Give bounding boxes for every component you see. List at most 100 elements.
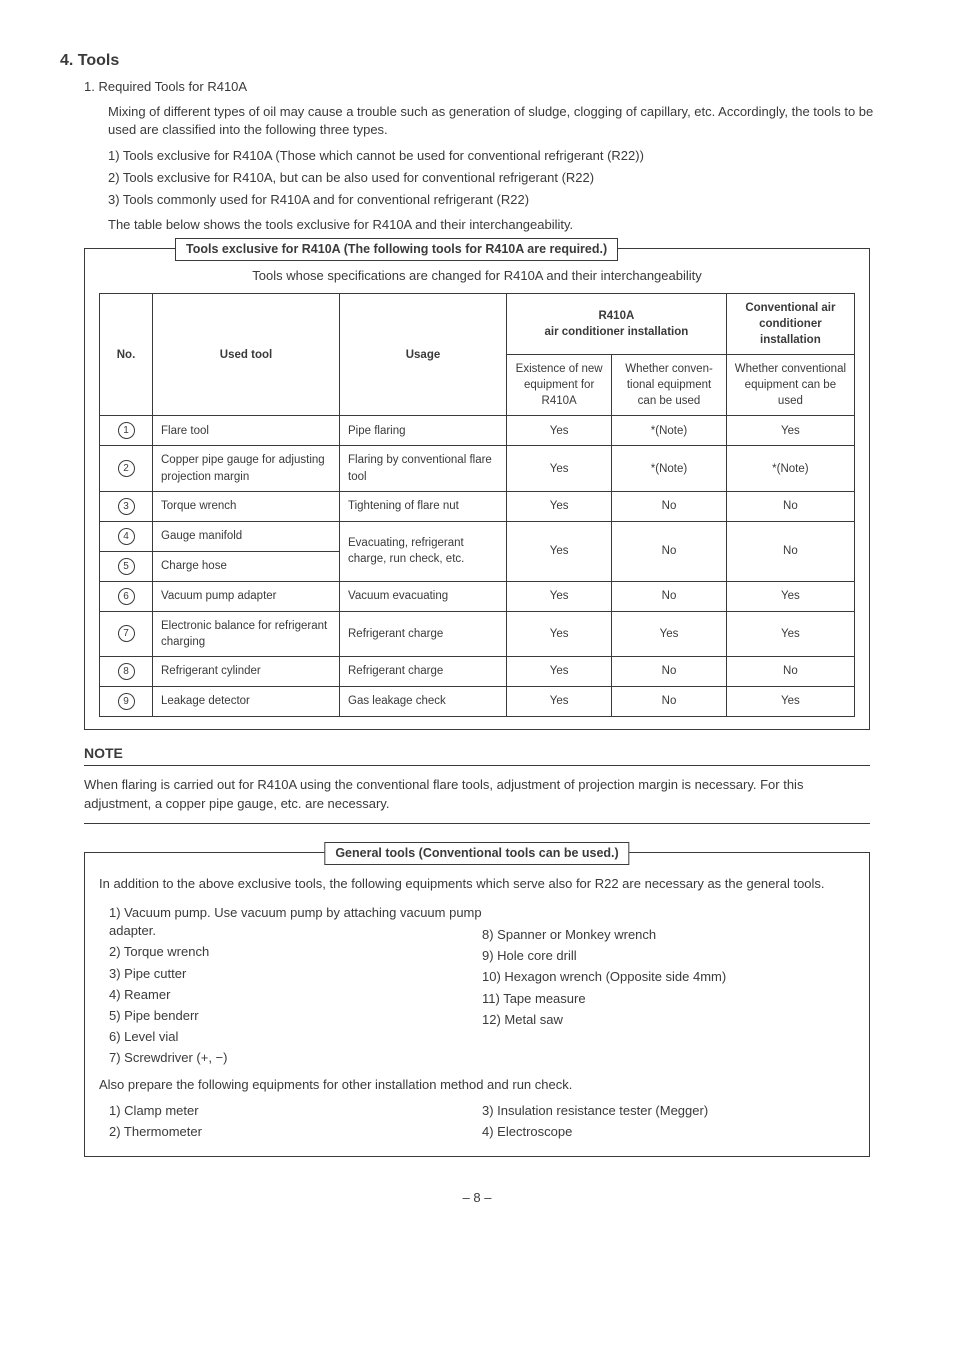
list-item: 4) Reamer (109, 986, 482, 1004)
note-rule-bottom (84, 823, 870, 824)
th-whether-tional: Whether conven-tional equipment can be u… (612, 355, 727, 416)
table-row: 3 Torque wrench Tightening of flare nut … (100, 491, 855, 521)
closing-line: The table below shows the tools exclusiv… (108, 216, 894, 234)
cell-c1: Yes (507, 611, 612, 656)
page-number: – 8 – (60, 1189, 894, 1207)
row-num: 1 (118, 422, 135, 439)
list-item: 7) Screwdriver (+, −) (109, 1049, 482, 1067)
list-item: 12) Metal saw (482, 1011, 855, 1029)
cell-c1: Yes (507, 686, 612, 716)
cell-c3: No (726, 656, 854, 686)
section-heading: 4. Tools (60, 50, 894, 72)
cell-c1: Yes (507, 446, 612, 491)
cell-c3: No (726, 521, 854, 581)
cell-c1: Yes (507, 581, 612, 611)
cell-tool: Flare tool (153, 416, 340, 446)
list-item: 4) Electroscope (482, 1123, 855, 1141)
table-row: 6 Vacuum pump adapter Vacuum evacuating … (100, 581, 855, 611)
row-num: 2 (118, 460, 135, 477)
list-item: 8) Spanner or Monkey wrench (482, 926, 855, 944)
note-rule-top (84, 765, 870, 766)
cell-c2: *(Note) (612, 416, 727, 446)
th-conv-group: Conventional air conditioner installatio… (726, 293, 854, 354)
cell-c3: *(Note) (726, 446, 854, 491)
cell-c1: Yes (507, 521, 612, 581)
list-item: 5) Pipe benderr (109, 1007, 482, 1025)
cell-usage: Gas leakage check (340, 686, 507, 716)
list-item: 1) Clamp meter (109, 1102, 482, 1120)
cell-c2: No (612, 521, 727, 581)
table-row: 1 Flare tool Pipe flaring Yes *(Note) Ye… (100, 416, 855, 446)
cell-c2: No (612, 686, 727, 716)
cell-tool: Gauge manifold (153, 521, 340, 551)
table-row: 4 Gauge manifold Evacuating, refrigerant… (100, 521, 855, 551)
cell-c2: Yes (612, 611, 727, 656)
row-num: 8 (118, 663, 135, 680)
cell-usage: Tightening of flare nut (340, 491, 507, 521)
cell-usage: Refrigerant charge (340, 656, 507, 686)
row-num: 9 (118, 693, 135, 710)
cell-c3: Yes (726, 686, 854, 716)
cell-tool: Leakage detector (153, 686, 340, 716)
row-num: 6 (118, 588, 135, 605)
row-num: 5 (118, 558, 135, 575)
note-text: When flaring is carried out for R410A us… (84, 776, 870, 812)
cell-tool: Copper pipe gauge for adjusting projecti… (153, 446, 340, 491)
cell-usage: Refrigerant charge (340, 611, 507, 656)
cell-c2: No (612, 656, 727, 686)
th-used-tool: Used tool (153, 293, 340, 416)
cell-c1: Yes (507, 416, 612, 446)
th-no: No. (100, 293, 153, 416)
bullet-item: 2) Tools exclusive for R410A, but can be… (108, 169, 894, 187)
cell-c3: Yes (726, 581, 854, 611)
subsection-heading: 1. Required Tools for R410A (84, 78, 894, 96)
row-num: 4 (118, 528, 135, 545)
row-num: 7 (118, 625, 135, 642)
cell-c3: Yes (726, 611, 854, 656)
list-item: 10) Hexagon wrench (Opposite side 4mm) (482, 968, 855, 986)
cell-tool: Torque wrench (153, 491, 340, 521)
list-item: 6) Level vial (109, 1028, 482, 1046)
cell-c1: Yes (507, 491, 612, 521)
cell-tool: Vacuum pump adapter (153, 581, 340, 611)
cell-c3: Yes (726, 416, 854, 446)
cell-c2: *(Note) (612, 446, 727, 491)
bullet-item: 1) Tools exclusive for R410A (Those whic… (108, 147, 894, 165)
cell-c2: No (612, 491, 727, 521)
list-item: 3) Pipe cutter (109, 965, 482, 983)
cell-tool: Refrigerant cylinder (153, 656, 340, 686)
table-row: 7 Electronic balance for refrigerant cha… (100, 611, 855, 656)
general-tools-box: General tools (Conventional tools can be… (84, 852, 870, 1157)
th-usage: Usage (340, 293, 507, 416)
table-row: 9 Leakage detector Gas leakage check Yes… (100, 686, 855, 716)
list-item: 3) Insulation resistance tester (Megger) (482, 1102, 855, 1120)
table-row: 2 Copper pipe gauge for adjusting projec… (100, 446, 855, 491)
bullet-item: 3) Tools commonly used for R410A and for… (108, 191, 894, 209)
list-item: 2) Torque wrench (109, 943, 482, 961)
th-whether-conv: Whether conventional equipment can be us… (726, 355, 854, 416)
list-item: 9) Hole core drill (482, 947, 855, 965)
general-tools-tab: General tools (Conventional tools can be… (324, 842, 629, 866)
note-heading: NOTE (84, 744, 870, 764)
cell-usage: Vacuum evacuating (340, 581, 507, 611)
general-tools-intro: In addition to the above exclusive tools… (99, 875, 855, 893)
cell-tool: Charge hose (153, 551, 340, 581)
also-prepare-line: Also prepare the following equipments fo… (99, 1076, 855, 1094)
cell-tool: Electronic balance for refrigerant charg… (153, 611, 340, 656)
tools-exclusive-box: Tools exclusive for R410A (The following… (84, 248, 870, 730)
cell-c1: Yes (507, 656, 612, 686)
tools-exclusive-tab: Tools exclusive for R410A (The following… (175, 238, 618, 262)
th-existence: Existence of new equipment for R410A (507, 355, 612, 416)
intro-paragraph: Mixing of different types of oil may cau… (108, 103, 894, 139)
table-row: 8 Refrigerant cylinder Refrigerant charg… (100, 656, 855, 686)
cell-usage: Pipe flaring (340, 416, 507, 446)
cell-usage: Evacuating, refrigerant charge, run chec… (340, 521, 507, 581)
tools-table: No. Used tool Usage R410A air conditione… (99, 293, 855, 717)
cell-c2: No (612, 581, 727, 611)
tools-exclusive-intro: Tools whose specifications are changed f… (99, 267, 855, 285)
list-item: 1) Vacuum pump. Use vacuum pump by attac… (109, 904, 482, 940)
list-item: 11) Tape measure (482, 990, 855, 1008)
cell-usage: Flaring by conventional flare tool (340, 446, 507, 491)
list-item: 2) Thermometer (109, 1123, 482, 1141)
th-r410a-group: R410A air conditioner installation (507, 293, 727, 354)
